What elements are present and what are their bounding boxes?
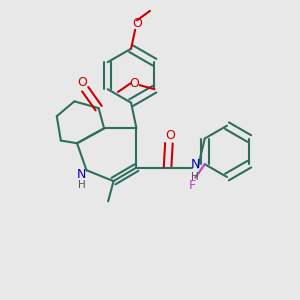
Text: F: F [189,179,196,192]
Text: O: O [165,129,175,142]
Text: O: O [132,16,142,29]
Text: N: N [190,158,200,171]
Text: O: O [129,77,139,90]
Text: N: N [77,168,86,181]
Text: H: H [191,172,199,182]
Text: H: H [78,180,86,190]
Text: O: O [77,76,87,89]
